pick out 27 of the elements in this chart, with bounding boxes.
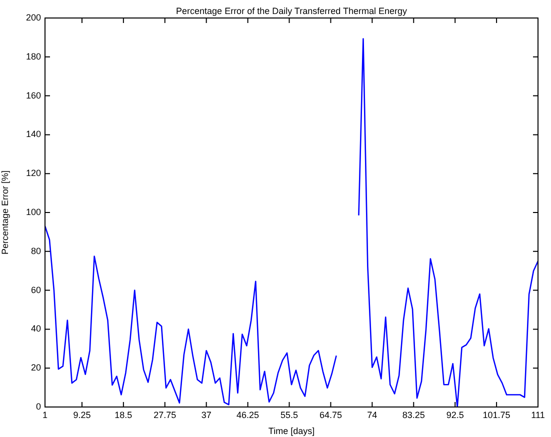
x-tick-label: 37	[201, 410, 212, 420]
y-tick-label: 160	[26, 90, 41, 100]
x-tick-label: 27.75	[154, 410, 176, 420]
x-tick-label: 46.25	[236, 410, 260, 420]
x-tick-label: 83.25	[402, 410, 425, 420]
y-tick-label: 0	[36, 401, 41, 412]
x-tick-label: 74	[367, 410, 378, 420]
x-tick-label: 64.75	[319, 410, 342, 420]
y-tick-label: 120	[26, 168, 41, 178]
y-tick-label: 80	[30, 246, 41, 256]
y-tick-label: 180	[26, 51, 41, 62]
x-tick-label: 1	[42, 410, 48, 420]
y-tick-label: 60	[30, 284, 41, 295]
x-tick-label: 9.25	[73, 410, 91, 420]
x-tick-label: 111	[531, 410, 545, 420]
x-tick-label: 18.5	[114, 410, 132, 420]
x-tick-label: 55.5	[280, 410, 298, 420]
y-tick-label: 20	[30, 362, 41, 373]
y-tick-label: 140	[26, 129, 41, 140]
x-axis-title: Time [days]	[268, 426, 315, 436]
chart-title: Percentage Error of the Daily Transferred Thermal Energy	[176, 6, 408, 16]
y-axis-title: Percentage Error [%]	[0, 170, 10, 255]
y-tick-label: 100	[26, 206, 41, 217]
x-tick-label: 101.75	[482, 410, 510, 420]
y-tick-label: 40	[30, 324, 41, 334]
y-tick-label: 200	[26, 12, 41, 22]
x-tick-label: 92.5	[446, 410, 464, 420]
